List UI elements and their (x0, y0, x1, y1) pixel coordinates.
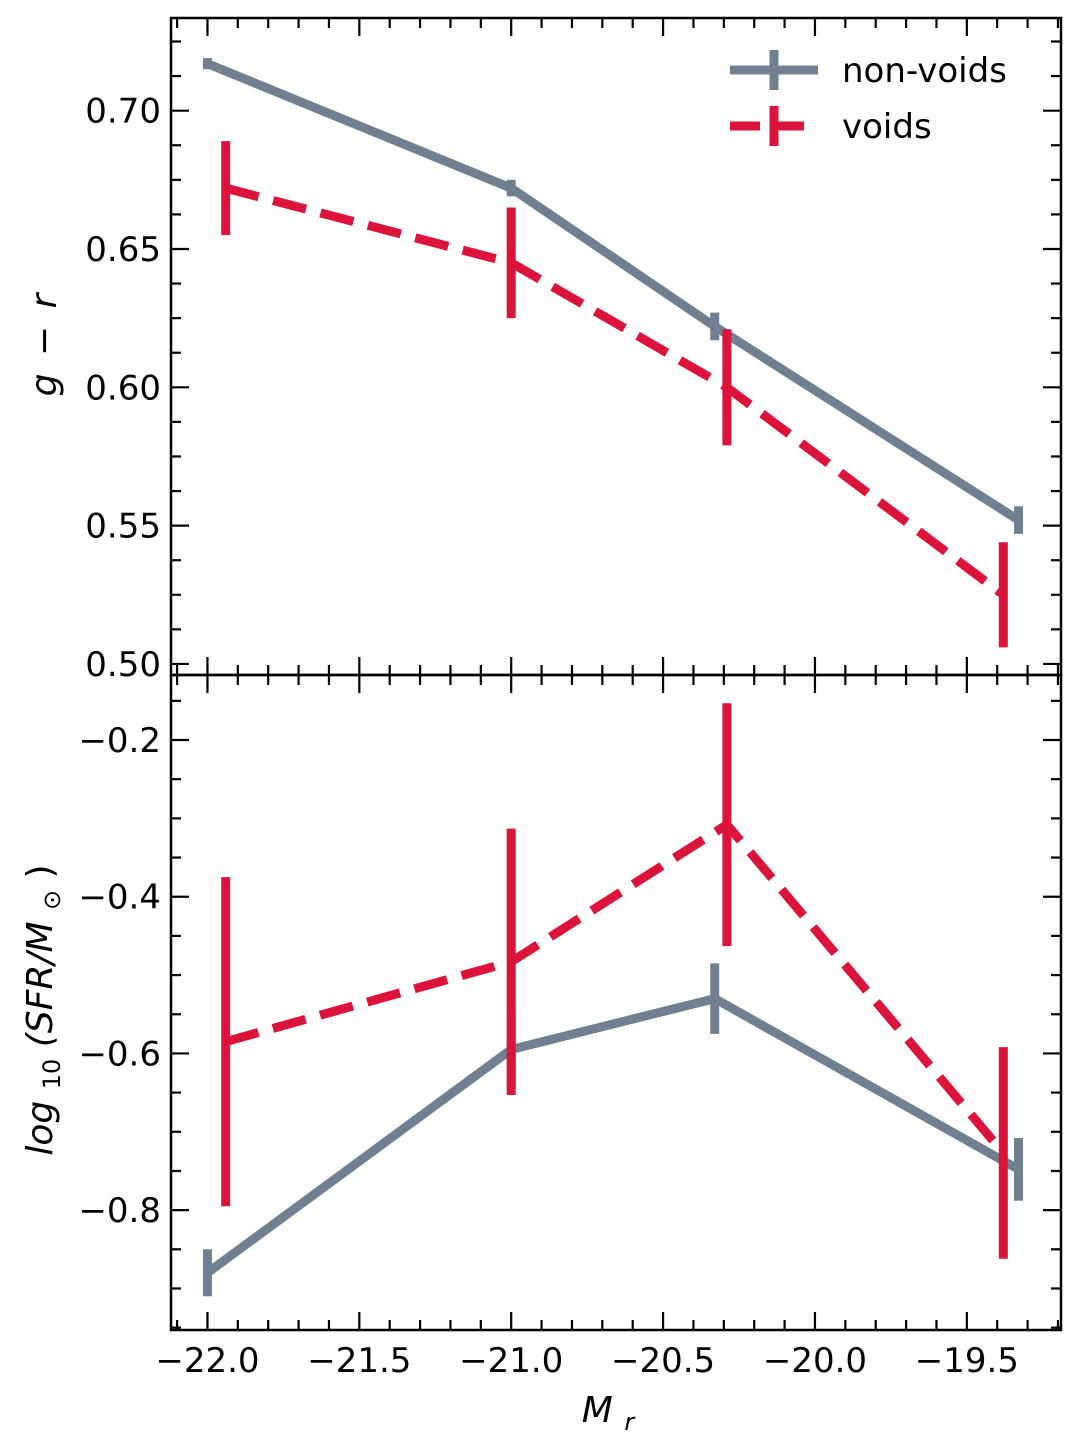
y-tick-label: 0.50 (85, 645, 161, 685)
bottom-ylabel-sun: ⊙ (38, 890, 66, 910)
top-series (202, 58, 1023, 648)
voids-line (224, 820, 1007, 1156)
top-ylabel-r: r (24, 291, 65, 308)
top-y-axis-label: g − r (24, 291, 65, 396)
x-tick-label: −21.0 (459, 1341, 563, 1381)
legend-label-voids: voids (842, 107, 932, 147)
y-tick-label: 0.55 (85, 507, 161, 547)
legend: non-voids voids (730, 50, 1007, 147)
bottom-panel: −0.8 −0.6 −0.4 −0.2 −22.0 −21.5 −21.0 −20.5 −20.… (78, 673, 1063, 1381)
top-tick-labels: 0.50 0.55 0.60 0.65 0.70 (85, 92, 161, 685)
xlabel-sub: r (624, 1408, 636, 1436)
y-tick-label: −0.6 (78, 1034, 161, 1074)
top-panel: 0.50 0.55 0.60 0.65 0.70 (85, 16, 1063, 685)
bottom-y-axis-label: log 10 (SFR/M ⊙ ) (20, 864, 69, 1155)
y-tick-label: 0.65 (85, 230, 161, 270)
bottom-tick-labels: −0.8 −0.6 −0.4 −0.2 −22.0 −21.5 −21.0 −20.5 −20.… (78, 721, 1019, 1381)
y-tick-label: 0.60 (85, 368, 161, 408)
y-tick-label: −0.2 (78, 721, 161, 761)
non-voids-line (205, 59, 1021, 524)
x-tick-label: −20.5 (611, 1341, 715, 1381)
top-ylabel-g: g (24, 374, 65, 397)
bottom-ylabel-log: log (20, 1101, 61, 1156)
top-ticks (171, 18, 1061, 675)
y-tick-label: 0.70 (85, 92, 161, 132)
legend-label-non-voids: non-voids (842, 51, 1007, 91)
x-tick-label: −19.5 (915, 1341, 1019, 1381)
bottom-ylabel-close: ) (20, 864, 61, 878)
x-axis-label: M r (582, 1390, 637, 1436)
y-tick-label: −0.8 (78, 1191, 161, 1231)
bottom-series (202, 703, 1023, 1297)
bottom-ylabel-sfr: (SFR/M (20, 921, 61, 1047)
top-ylabel-minus: − (24, 326, 65, 356)
y-tick-label: −0.4 (78, 878, 161, 918)
non-voids-line (204, 994, 1021, 1277)
bottom-panel-frame (169, 673, 1063, 1332)
voids-line (224, 183, 1006, 599)
bottom-ylabel-sub: 10 (38, 1059, 66, 1090)
x-tick-label: −21.5 (307, 1341, 411, 1381)
x-tick-label: −22.0 (155, 1341, 259, 1381)
xlabel-m: M (582, 1390, 613, 1431)
x-tick-label: −20.0 (763, 1341, 867, 1381)
bottom-ticks (171, 675, 1061, 1330)
